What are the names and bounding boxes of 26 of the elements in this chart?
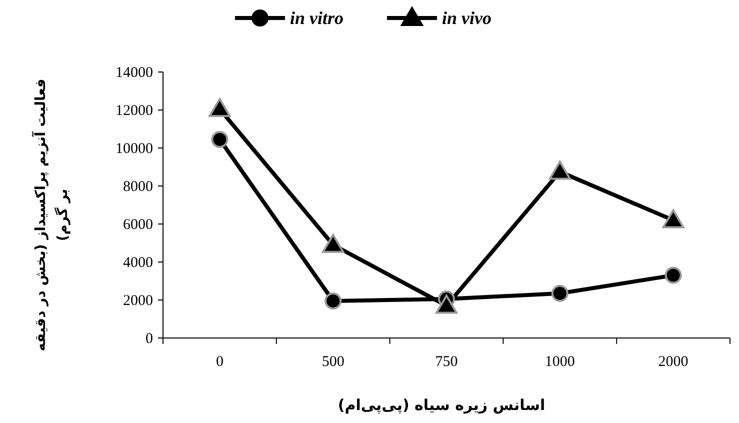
x-tick-label: 0 [216, 354, 224, 370]
x-axis-title: اسانس زیره سیاه (پی‌پی‌ام) [338, 396, 546, 414]
y-tick-label: 8000 [123, 179, 153, 195]
y-tick-label: 4000 [123, 255, 153, 271]
point [664, 266, 682, 284]
point [548, 160, 571, 180]
point [211, 130, 228, 148]
x-tick-label: 500 [322, 354, 344, 370]
point [208, 98, 231, 118]
y-axis-title: فعالیت آنزیم پراکسیداز (بخش در دقیقه بر گرم) [31, 78, 71, 352]
point [662, 209, 684, 228]
y-tick-label: 12000 [116, 103, 153, 119]
legend-label: in vitro [290, 8, 344, 28]
y-tick-label: 0 [146, 331, 153, 347]
y-tick-label: 6000 [123, 217, 153, 233]
x-tick-label: 1000 [544, 354, 575, 370]
y-tick-label: 14000 [116, 65, 153, 81]
point [324, 292, 342, 310]
y-tick-label: 2000 [123, 293, 153, 309]
point [436, 294, 458, 314]
point [322, 234, 344, 253]
x-tick-label: 2000 [658, 354, 688, 370]
x-tick-label: 750 [435, 354, 458, 370]
legend-label: in vivo [442, 8, 492, 28]
y-tick-label: 10000 [116, 141, 153, 157]
point [551, 284, 568, 302]
